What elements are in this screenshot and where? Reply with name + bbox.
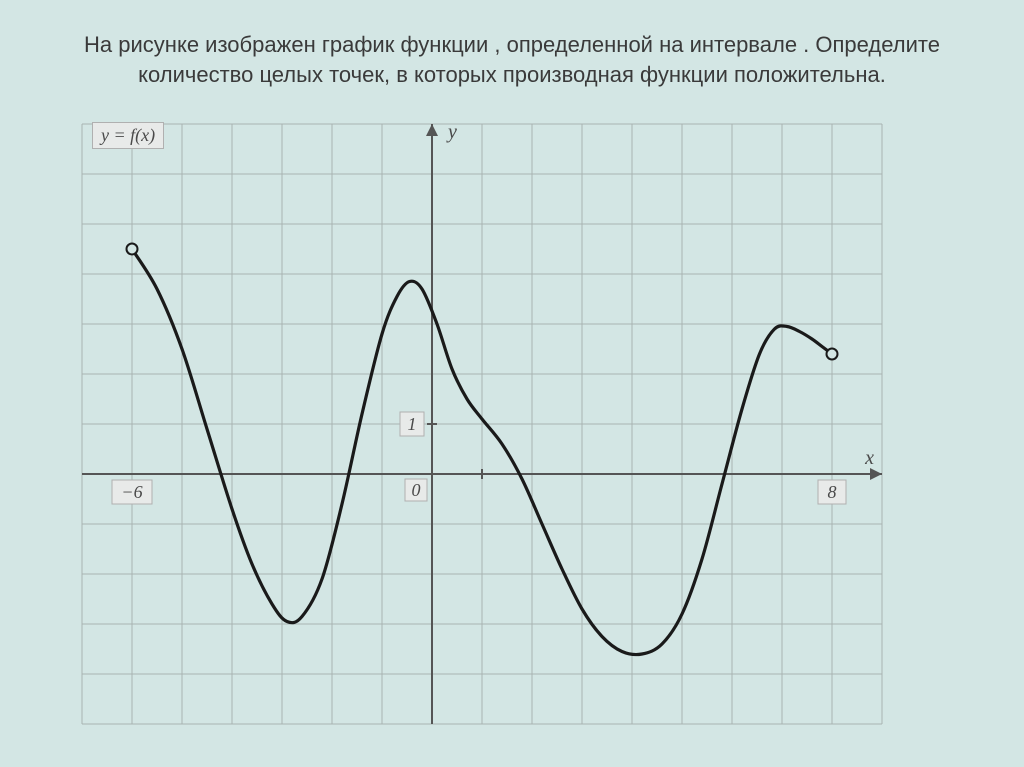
svg-text:x: x xyxy=(864,447,874,469)
formula-label: y = f(x) xyxy=(92,122,164,149)
svg-text:1: 1 xyxy=(408,414,417,434)
problem-title: На рисунке изображен график функции , оп… xyxy=(0,0,1024,104)
svg-text:0: 0 xyxy=(412,480,421,500)
svg-text:y: y xyxy=(446,121,457,143)
svg-text:−6: −6 xyxy=(121,482,142,502)
svg-text:8: 8 xyxy=(828,482,837,502)
function-chart: −6 8 1 0 y x xyxy=(72,114,892,734)
chart-container: y = f(x) −6 8 1 0 y x xyxy=(72,114,952,734)
